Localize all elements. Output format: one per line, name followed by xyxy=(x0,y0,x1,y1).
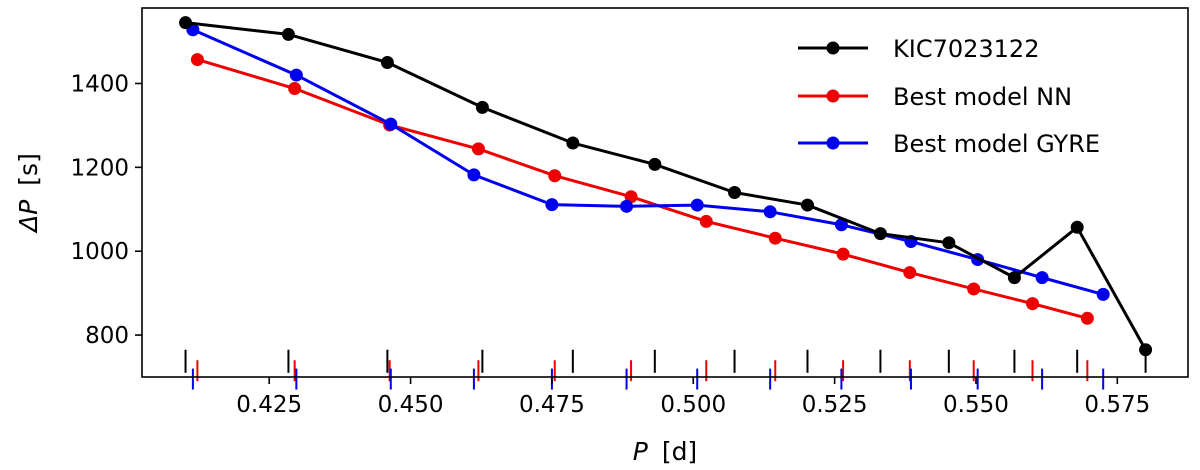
plot-frame xyxy=(141,7,1189,378)
x-tick-label-3: 0.500 xyxy=(660,392,726,418)
data-point-best-model-nn-11 xyxy=(1026,297,1040,311)
data-point-best-model-gyre-7 xyxy=(763,205,777,219)
data-point-kic7023122-12 xyxy=(1139,343,1153,357)
y-axis-label: ΔP [s] xyxy=(14,153,43,234)
data-point-best-model-nn-7 xyxy=(768,231,782,245)
y-tick-label-0: 800 xyxy=(85,323,129,349)
legend: KIC7023122 Best model NN Best model GYRE xyxy=(798,35,1100,158)
x-tick-label-2: 0.475 xyxy=(519,392,585,418)
data-point-kic7023122-10 xyxy=(1007,271,1021,285)
data-point-best-model-nn-12 xyxy=(1080,311,1094,325)
data-point-kic7023122-3 xyxy=(475,100,489,114)
data-point-best-model-nn-8 xyxy=(836,247,850,261)
legend-entry-best-model-gyre: Best model GYRE xyxy=(798,130,1100,158)
y-axis-unit: [s] xyxy=(14,153,43,186)
data-point-kic7023122-11 xyxy=(1070,220,1084,234)
legend-label-kic7023122: KIC7023122 xyxy=(893,35,1039,63)
legend-marker-best-model-nn xyxy=(826,89,840,103)
data-point-best-model-gyre-4 xyxy=(545,198,559,212)
x-tick-label-6: 0.575 xyxy=(1084,392,1150,418)
plot-layer xyxy=(179,16,1153,390)
legend-label-best-model-nn: Best model NN xyxy=(893,83,1072,111)
legend-marker-best-model-gyre xyxy=(826,136,840,150)
x-tick-label-5: 0.550 xyxy=(943,392,1009,418)
axis-layer: 0.425 0.450 0.475 0.500 0.525 0.550 0.575 800 10… xyxy=(70,71,1150,418)
data-point-kic7023122-9 xyxy=(942,236,956,250)
data-point-best-model-gyre-2 xyxy=(384,117,398,131)
data-point-best-model-nn-9 xyxy=(903,266,917,280)
y-tick-label-3: 1400 xyxy=(70,71,129,97)
data-point-kic7023122-2 xyxy=(380,56,394,70)
x-tick-label-0: 0.425 xyxy=(236,392,302,418)
x-tick-label-1: 0.450 xyxy=(378,392,444,418)
data-point-kic7023122-4 xyxy=(566,136,580,150)
y-axis-variable: ΔP xyxy=(14,199,43,234)
data-point-best-model-nn-6 xyxy=(699,214,713,228)
series-line-kic7023122 xyxy=(185,21,1147,351)
data-point-kic7023122-5 xyxy=(648,157,662,171)
data-point-best-model-nn-4 xyxy=(548,169,562,183)
data-point-kic7023122-8 xyxy=(873,227,887,241)
data-point-best-model-gyre-8 xyxy=(834,218,848,232)
x-axis-variable: P xyxy=(633,437,649,466)
data-point-best-model-gyre-11 xyxy=(1035,271,1049,285)
data-point-best-model-gyre-6 xyxy=(690,198,704,212)
y-tick-label-2: 1200 xyxy=(70,155,129,181)
legend-marker-kic7023122 xyxy=(826,41,840,55)
x-axis-label: P [d] xyxy=(633,437,697,466)
data-point-best-model-gyre-12 xyxy=(1096,287,1110,301)
data-point-best-model-nn-5 xyxy=(624,190,638,204)
data-point-best-model-gyre-5 xyxy=(620,199,634,213)
legend-entry-best-model-nn: Best model NN xyxy=(798,83,1072,111)
data-point-best-model-gyre-3 xyxy=(467,168,481,182)
data-point-best-model-nn-10 xyxy=(967,282,981,296)
data-point-kic7023122-1 xyxy=(281,27,295,41)
data-point-kic7023122-0 xyxy=(179,16,193,30)
x-axis-unit: [d] xyxy=(662,437,697,466)
legend-label-best-model-gyre: Best model GYRE xyxy=(893,130,1100,158)
data-point-best-model-nn-3 xyxy=(471,142,485,156)
data-point-kic7023122-7 xyxy=(800,198,814,212)
data-point-kic7023122-6 xyxy=(728,186,742,199)
y-tick-label-1: 1000 xyxy=(70,239,129,265)
x-tick-label-4: 0.525 xyxy=(802,392,868,418)
legend-entry-kic7023122: KIC7023122 xyxy=(798,35,1039,63)
data-point-best-model-nn-0 xyxy=(190,53,204,67)
data-point-best-model-nn-1 xyxy=(288,82,302,96)
data-point-best-model-gyre-1 xyxy=(289,68,303,82)
